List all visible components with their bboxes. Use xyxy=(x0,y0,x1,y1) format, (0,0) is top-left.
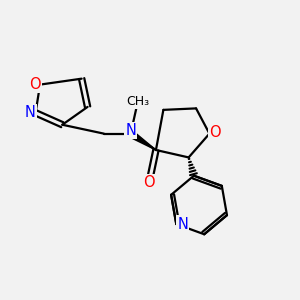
Polygon shape xyxy=(129,131,156,150)
Text: O: O xyxy=(29,77,40,92)
Text: O: O xyxy=(29,77,40,92)
Text: N: N xyxy=(125,123,136,138)
Text: N: N xyxy=(125,123,136,138)
Text: N: N xyxy=(25,105,36,120)
Text: N: N xyxy=(25,105,36,120)
Text: N: N xyxy=(177,217,188,232)
Text: O: O xyxy=(143,175,154,190)
Text: CH₃: CH₃ xyxy=(127,95,150,108)
Text: CH₃: CH₃ xyxy=(127,95,150,108)
Text: O: O xyxy=(143,175,154,190)
Text: N: N xyxy=(177,217,188,232)
Text: O: O xyxy=(210,125,221,140)
Text: O: O xyxy=(210,125,221,140)
